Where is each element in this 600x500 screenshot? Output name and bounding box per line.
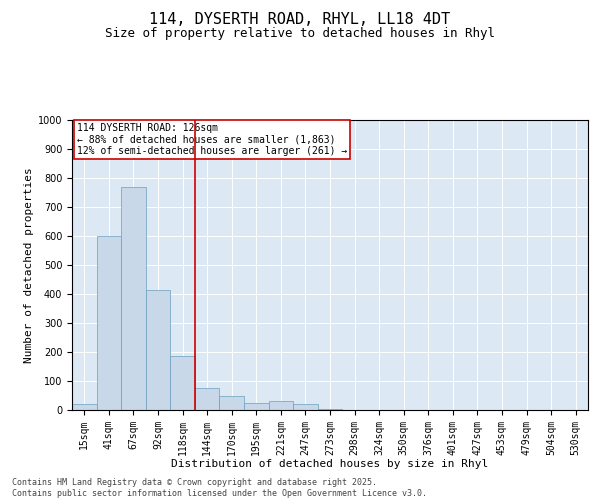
Y-axis label: Number of detached properties: Number of detached properties bbox=[23, 167, 34, 363]
Bar bbox=[293, 404, 318, 410]
Text: Contains HM Land Registry data © Crown copyright and database right 2025.
Contai: Contains HM Land Registry data © Crown c… bbox=[12, 478, 427, 498]
Bar bbox=[97, 236, 121, 410]
Bar bbox=[146, 290, 170, 410]
Bar bbox=[269, 402, 293, 410]
Text: 114 DYSERTH ROAD: 126sqm
← 88% of detached houses are smaller (1,863)
12% of sem: 114 DYSERTH ROAD: 126sqm ← 88% of detach… bbox=[77, 123, 347, 156]
Bar bbox=[121, 186, 146, 410]
Bar bbox=[170, 356, 195, 410]
Bar bbox=[318, 408, 342, 410]
Text: Size of property relative to detached houses in Rhyl: Size of property relative to detached ho… bbox=[105, 28, 495, 40]
X-axis label: Distribution of detached houses by size in Rhyl: Distribution of detached houses by size … bbox=[172, 459, 488, 469]
Text: 114, DYSERTH ROAD, RHYL, LL18 4DT: 114, DYSERTH ROAD, RHYL, LL18 4DT bbox=[149, 12, 451, 28]
Bar bbox=[220, 396, 244, 410]
Bar bbox=[244, 403, 269, 410]
Bar bbox=[72, 404, 97, 410]
Bar bbox=[195, 388, 220, 410]
